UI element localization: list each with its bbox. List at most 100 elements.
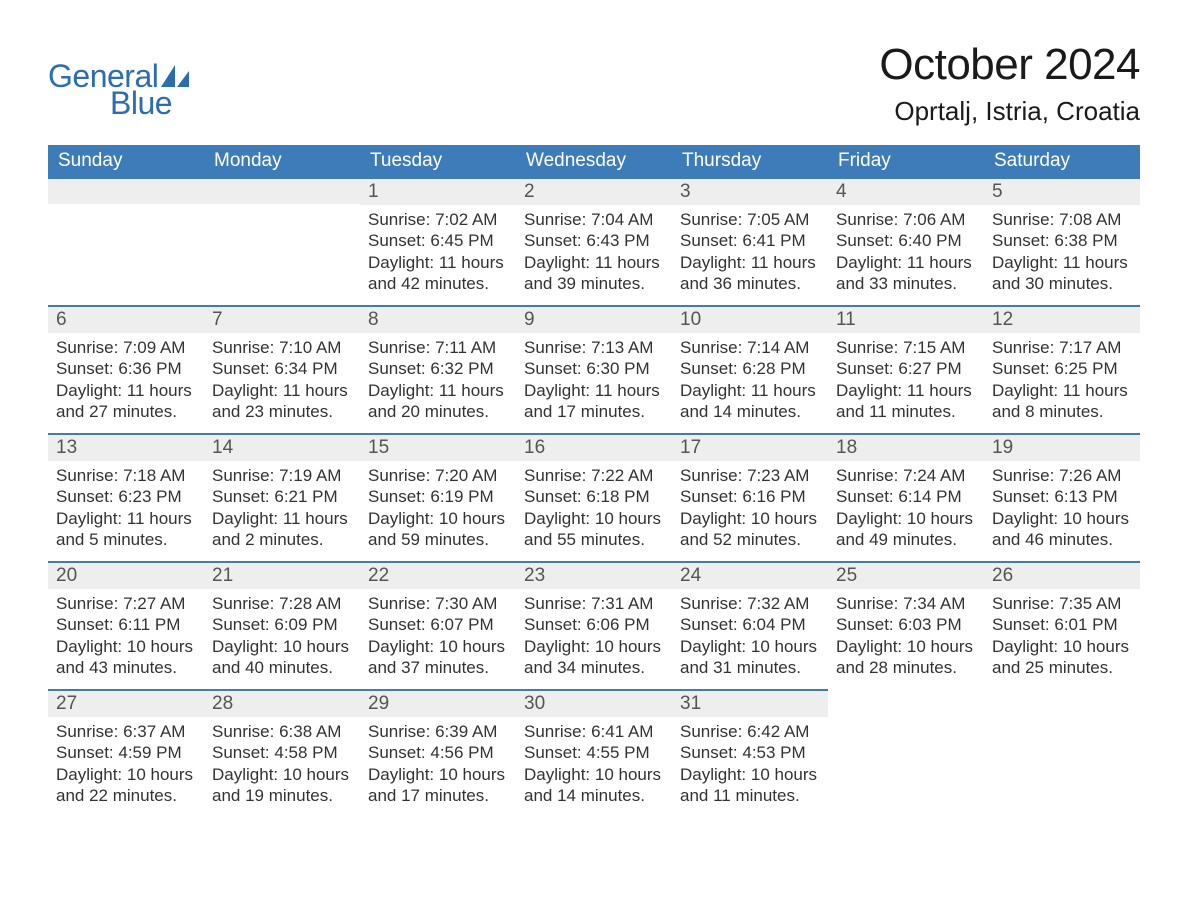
daylight-line-2: and 52 minutes. [680,529,820,550]
day-number: 23 [516,561,672,589]
day-number: 15 [360,433,516,461]
sunrise-line: Sunrise: 7:22 AM [524,465,664,486]
sunset-line: Sunset: 6:23 PM [56,486,196,507]
daylight-line-1: Daylight: 10 hours [992,636,1132,657]
day-content: Sunrise: 6:39 AMSunset: 4:56 PMDaylight:… [360,717,516,812]
sunrise-line: Sunrise: 7:02 AM [368,209,508,230]
daylight-line-2: and 46 minutes. [992,529,1132,550]
daylight-line-2: and 34 minutes. [524,657,664,678]
day-number: 24 [672,561,828,589]
day-content: Sunrise: 7:30 AMSunset: 6:07 PMDaylight:… [360,589,516,684]
sunset-line: Sunset: 6:30 PM [524,358,664,379]
sunrise-line: Sunrise: 7:23 AM [680,465,820,486]
day-content: Sunrise: 7:09 AMSunset: 6:36 PMDaylight:… [48,333,204,428]
daylight-line-2: and 2 minutes. [212,529,352,550]
calendar-cell: 2Sunrise: 7:04 AMSunset: 6:43 PMDaylight… [516,177,672,305]
day-number: 21 [204,561,360,589]
sunset-line: Sunset: 4:56 PM [368,742,508,763]
calendar-cell: 18Sunrise: 7:24 AMSunset: 6:14 PMDayligh… [828,433,984,561]
calendar-cell [984,689,1140,817]
daylight-line-2: and 30 minutes. [992,273,1132,294]
daylight-line-1: Daylight: 10 hours [56,636,196,657]
sunset-line: Sunset: 4:59 PM [56,742,196,763]
day-content: Sunrise: 7:23 AMSunset: 6:16 PMDaylight:… [672,461,828,556]
day-content: Sunrise: 7:04 AMSunset: 6:43 PMDaylight:… [516,205,672,300]
daylight-line-1: Daylight: 10 hours [524,636,664,657]
daylight-line-2: and 11 minutes. [836,401,976,422]
sunset-line: Sunset: 6:32 PM [368,358,508,379]
day-number: 7 [204,305,360,333]
day-number: 8 [360,305,516,333]
sunrise-line: Sunrise: 7:11 AM [368,337,508,358]
day-content: Sunrise: 6:37 AMSunset: 4:59 PMDaylight:… [48,717,204,812]
sunrise-line: Sunrise: 7:27 AM [56,593,196,614]
month-title: October 2024 [879,40,1140,90]
daylight-line-2: and 22 minutes. [56,785,196,806]
weekday-header: Tuesday [360,145,516,177]
daylight-line-2: and 23 minutes. [212,401,352,422]
calendar-week-row: 27Sunrise: 6:37 AMSunset: 4:59 PMDayligh… [48,689,1140,817]
day-content: Sunrise: 7:10 AMSunset: 6:34 PMDaylight:… [204,333,360,428]
sunset-line: Sunset: 6:19 PM [368,486,508,507]
day-number: 22 [360,561,516,589]
sunset-line: Sunset: 6:34 PM [212,358,352,379]
sunset-line: Sunset: 6:13 PM [992,486,1132,507]
daylight-line-2: and 55 minutes. [524,529,664,550]
day-number: 16 [516,433,672,461]
calendar-cell: 13Sunrise: 7:18 AMSunset: 6:23 PMDayligh… [48,433,204,561]
calendar-cell: 26Sunrise: 7:35 AMSunset: 6:01 PMDayligh… [984,561,1140,689]
day-number: 4 [828,177,984,205]
day-content: Sunrise: 7:08 AMSunset: 6:38 PMDaylight:… [984,205,1140,300]
sunrise-line: Sunrise: 7:15 AM [836,337,976,358]
sunrise-line: Sunrise: 7:17 AM [992,337,1132,358]
day-content: Sunrise: 7:34 AMSunset: 6:03 PMDaylight:… [828,589,984,684]
daylight-line-1: Daylight: 11 hours [680,252,820,273]
calendar-cell: 14Sunrise: 7:19 AMSunset: 6:21 PMDayligh… [204,433,360,561]
brand-word2: Blue [110,85,172,122]
sunset-line: Sunset: 4:55 PM [524,742,664,763]
daylight-line-2: and 31 minutes. [680,657,820,678]
sunset-line: Sunset: 6:03 PM [836,614,976,635]
day-content: Sunrise: 6:41 AMSunset: 4:55 PMDaylight:… [516,717,672,812]
sunrise-line: Sunrise: 7:19 AM [212,465,352,486]
calendar-cell: 23Sunrise: 7:31 AMSunset: 6:06 PMDayligh… [516,561,672,689]
sunrise-line: Sunrise: 7:14 AM [680,337,820,358]
sunset-line: Sunset: 6:21 PM [212,486,352,507]
day-number: 20 [48,561,204,589]
day-number: 5 [984,177,1140,205]
day-number: 19 [984,433,1140,461]
daylight-line-1: Daylight: 10 hours [836,508,976,529]
location-subtitle: Oprtalj, Istria, Croatia [879,96,1140,127]
daylight-line-1: Daylight: 11 hours [368,380,508,401]
sunset-line: Sunset: 6:28 PM [680,358,820,379]
title-block: October 2024 Oprtalj, Istria, Croatia [879,40,1140,127]
daylight-line-1: Daylight: 11 hours [992,252,1132,273]
day-number: 9 [516,305,672,333]
daylight-line-1: Daylight: 11 hours [680,380,820,401]
daylight-line-1: Daylight: 10 hours [368,508,508,529]
calendar-cell [204,177,360,305]
daylight-line-1: Daylight: 10 hours [680,636,820,657]
calendar-cell: 31Sunrise: 6:42 AMSunset: 4:53 PMDayligh… [672,689,828,817]
sunrise-line: Sunrise: 7:18 AM [56,465,196,486]
calendar-week-row: 1Sunrise: 7:02 AMSunset: 6:45 PMDaylight… [48,177,1140,305]
daylight-line-1: Daylight: 11 hours [56,508,196,529]
sunset-line: Sunset: 6:07 PM [368,614,508,635]
day-content: Sunrise: 7:05 AMSunset: 6:41 PMDaylight:… [672,205,828,300]
sunset-line: Sunset: 6:43 PM [524,230,664,251]
daylight-line-2: and 42 minutes. [368,273,508,294]
daylight-line-1: Daylight: 11 hours [56,380,196,401]
calendar-cell: 3Sunrise: 7:05 AMSunset: 6:41 PMDaylight… [672,177,828,305]
sunset-line: Sunset: 6:06 PM [524,614,664,635]
day-content: Sunrise: 7:19 AMSunset: 6:21 PMDaylight:… [204,461,360,556]
day-number: 28 [204,689,360,717]
calendar-cell: 19Sunrise: 7:26 AMSunset: 6:13 PMDayligh… [984,433,1140,561]
sunrise-line: Sunrise: 6:37 AM [56,721,196,742]
daylight-line-1: Daylight: 11 hours [368,252,508,273]
daylight-line-2: and 59 minutes. [368,529,508,550]
day-number: 30 [516,689,672,717]
sunrise-line: Sunrise: 7:10 AM [212,337,352,358]
sunset-line: Sunset: 6:27 PM [836,358,976,379]
daylight-line-2: and 39 minutes. [524,273,664,294]
daylight-line-1: Daylight: 10 hours [368,764,508,785]
